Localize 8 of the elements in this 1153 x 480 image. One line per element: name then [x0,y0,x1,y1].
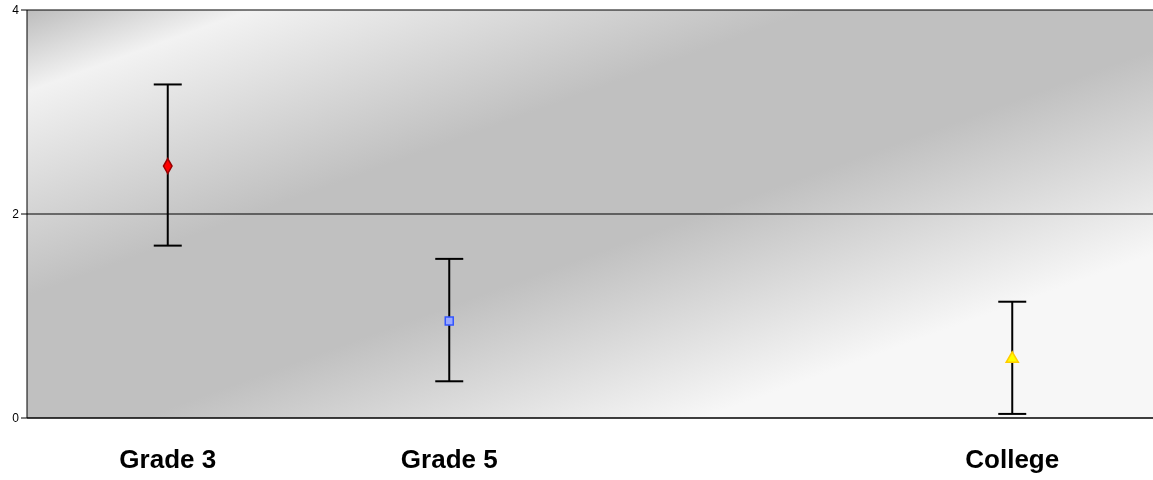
x-tick-label: College [965,444,1060,475]
y-tick-label: 0 [12,411,20,426]
y-tick-label: 2 [12,207,20,222]
point [1005,351,1020,364]
y-tick-label: 4 [12,3,20,18]
x-tick-label: Grade 5 [400,444,498,475]
x-tick-label: Grade 3 [119,444,217,475]
point [444,316,454,326]
